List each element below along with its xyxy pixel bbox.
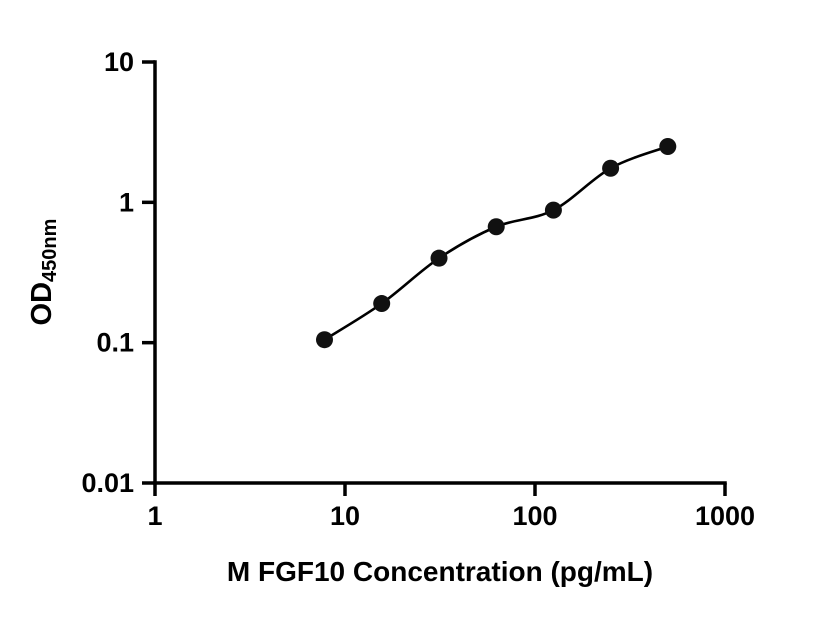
data-points — [315, 137, 677, 349]
y-tick-label: 0.01 — [81, 468, 134, 498]
x-axis: 1 10 100 1000 — [147, 481, 755, 531]
y-axis-title-subscript: 450nm — [39, 218, 61, 282]
y-axis: 0.01 0.1 1 10 — [81, 47, 157, 498]
x-tick-label: 100 — [512, 501, 557, 531]
data-point — [602, 159, 620, 177]
data-point — [659, 137, 677, 155]
x-tick-label: 1000 — [695, 501, 755, 531]
data-point — [544, 201, 562, 219]
y-axis-title: OD450nm — [26, 219, 62, 326]
fit-curve — [323, 145, 669, 341]
y-axis-title-main: OD — [26, 281, 58, 326]
x-tick-label: 10 — [330, 501, 360, 531]
y-tick-label: 0.1 — [96, 328, 134, 358]
data-point — [487, 218, 505, 236]
data-point — [315, 331, 333, 349]
y-tick-label: 1 — [119, 187, 134, 217]
x-tick-label: 1 — [147, 501, 162, 531]
data-point — [373, 295, 391, 313]
y-tick-label: 10 — [104, 47, 134, 77]
x-axis-title: M FGF10 Concentration (pg/mL) — [226, 556, 654, 587]
data-point — [430, 249, 448, 267]
